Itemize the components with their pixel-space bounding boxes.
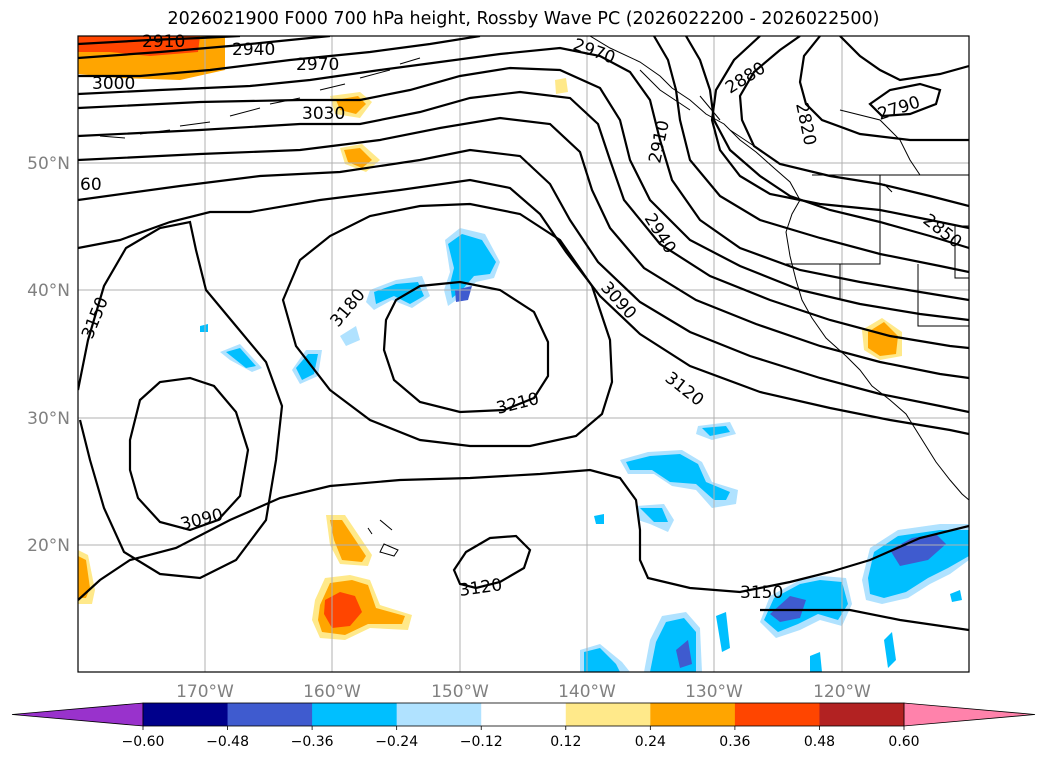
negative-anomaly-patch — [884, 632, 896, 668]
map-frame — [77, 35, 970, 673]
negative-anomaly-patch — [594, 514, 604, 524]
contour-label: 3030 — [302, 104, 345, 124]
colorbar-segment — [396, 703, 482, 726]
colorbar-segment — [312, 703, 398, 726]
positive-anomaly-patch — [330, 520, 366, 562]
figure-title: 2026021900 F000 700 hPa height, Rossby W… — [167, 9, 880, 29]
colorbar-tick-label: −0.36 — [291, 734, 334, 750]
lat-label: 20°N — [27, 536, 70, 556]
negative-anomaly-patch — [584, 648, 620, 672]
graticule — [78, 36, 969, 672]
colorbar-tick-label: −0.12 — [460, 734, 503, 750]
lat-label: 40°N — [27, 281, 70, 301]
colorbar-tick-label: −0.60 — [122, 734, 165, 750]
colorbar-frame — [142, 702, 905, 727]
colorbar-tick-label: 0.60 — [888, 734, 919, 750]
lon-label: 130°W — [685, 682, 743, 702]
contour-label: 60 — [80, 175, 102, 195]
positive-anomaly-patch — [324, 592, 362, 628]
negative-anomaly-patch — [810, 652, 822, 672]
colorbar-tick-label: 0.36 — [719, 734, 750, 750]
negative-anomaly-patch — [868, 530, 969, 598]
negative-anomaly-patch — [950, 590, 962, 602]
contour-label: 3000 — [92, 74, 135, 94]
colorbar-tick-label: 0.48 — [804, 734, 835, 750]
colorbar-segment — [819, 703, 905, 726]
positive-anomaly-patch — [555, 78, 568, 94]
colorbar-tick-label: −0.24 — [375, 734, 418, 750]
contour-label: 2940 — [232, 40, 275, 60]
colorbar-segment — [565, 703, 651, 726]
colorbar-extend-low — [11, 702, 144, 727]
colorbar-segment — [481, 703, 567, 726]
negative-anomaly-patch — [200, 324, 208, 332]
colorbar-tick-label: 0.24 — [635, 734, 666, 750]
positive-anomaly-patch — [868, 322, 898, 356]
contour-label: 2970 — [296, 55, 339, 75]
colorbar-extend-high — [903, 702, 1036, 727]
negative-anomaly-patch — [676, 640, 692, 668]
lon-label: 160°W — [303, 682, 361, 702]
negative-anomaly-patch — [296, 354, 318, 380]
negative-anomaly-patch — [716, 612, 730, 652]
colorbar-tick-label: 0.12 — [550, 734, 581, 750]
lon-label: 120°W — [813, 682, 871, 702]
lat-label: 30°N — [27, 409, 70, 429]
contour-label: 3150 — [740, 583, 783, 603]
negative-anomaly-patch — [226, 348, 256, 368]
colorbar-segment — [650, 703, 736, 726]
negative-anomaly-patch — [890, 534, 946, 566]
negative-anomaly-patch — [626, 454, 730, 500]
colorbar-segment — [143, 703, 229, 726]
lon-label: 140°W — [558, 682, 616, 702]
longitude-labels: 170°W 160°W 150°W 140°W 130°W 120°W — [176, 682, 871, 702]
contour-label: 2910 — [142, 32, 185, 52]
lat-label: 50°N — [27, 154, 70, 174]
negative-anomaly-patch — [374, 282, 424, 304]
lon-label: 170°W — [176, 682, 234, 702]
negative-anomaly-patch — [640, 508, 668, 522]
colorbar-segment — [227, 703, 313, 726]
height-contours — [78, 36, 969, 632]
lon-label: 150°W — [431, 682, 489, 702]
colorbar-segment — [734, 703, 820, 726]
anomaly-fill-layer — [78, 36, 969, 672]
colorbar-tick-label: −0.48 — [206, 734, 249, 750]
latitude-labels: 50°N 40°N 30°N 20°N — [27, 154, 70, 556]
colorbar: −0.60 −0.48 −0.36 −0.24 −0.12 0.12 0.24 0.36 0.4… — [11, 702, 1036, 750]
map-panel — [78, 36, 969, 672]
negative-anomaly-patch — [340, 326, 360, 346]
positive-anomaly-patch — [78, 556, 90, 598]
negative-anomaly-patch — [702, 426, 730, 436]
